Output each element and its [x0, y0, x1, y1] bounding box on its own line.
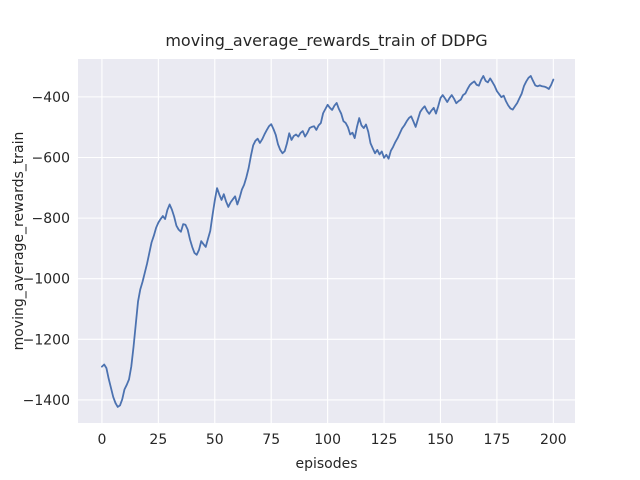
ddpg-line-series: [101, 75, 555, 408]
x-tick-label: 0: [97, 432, 106, 448]
x-tick-label: 25: [149, 432, 167, 448]
y-tick-label: −600: [32, 151, 70, 167]
axes-background: [78, 59, 575, 423]
x-tick-label: 100: [314, 432, 341, 448]
y-tick-label: −800: [32, 211, 70, 227]
y-tick-label: −1400: [23, 393, 70, 409]
y-tick-label: −1200: [23, 332, 70, 348]
x-tick-label: 50: [206, 432, 224, 448]
x-tick-label: 75: [262, 432, 280, 448]
x-axis-label: episodes: [295, 456, 358, 472]
x-tick-label: 200: [540, 432, 567, 448]
y-tick-label: −1000: [23, 272, 70, 288]
x-tick-label: 175: [484, 432, 511, 448]
y-tick-label: −400: [32, 90, 70, 106]
chart-title: moving_average_rewards_train of DDPG: [165, 31, 488, 50]
x-tick-label: 150: [427, 432, 454, 448]
y-axis-label: moving_average_rewards_train: [11, 131, 27, 351]
x-tick-label: 125: [371, 432, 398, 448]
